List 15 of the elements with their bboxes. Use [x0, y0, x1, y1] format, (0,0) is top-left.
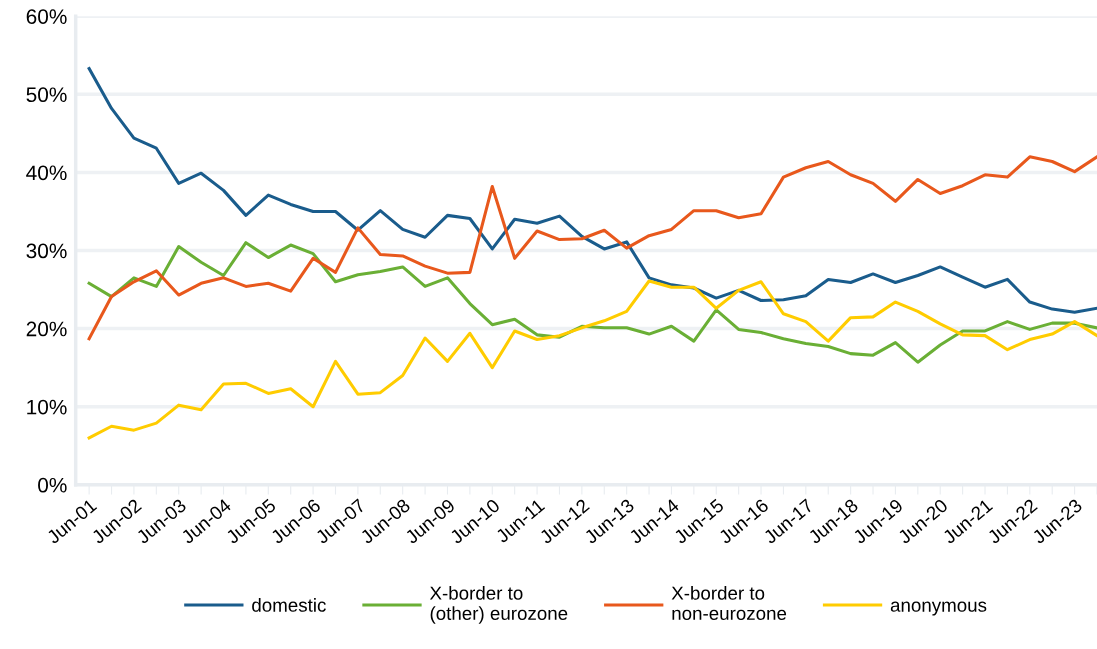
- line-series: [87, 155, 1097, 341]
- y-tick-label: 60%: [26, 9, 67, 24]
- y-tick-label: 20%: [26, 321, 67, 337]
- y-tick-label: 30%: [26, 243, 67, 259]
- line-series: [87, 241, 1097, 364]
- legend-label: anonymous: [890, 601, 987, 616]
- legend-label: domestic: [252, 598, 326, 612]
- legend-label: X-border to (other) eurozone: [429, 586, 568, 624]
- line-series: [87, 67, 1097, 314]
- y-tick-label: 40%: [26, 165, 67, 181]
- y-tick-label: 0%: [38, 477, 67, 493]
- legend-label: X-border to non-eurozone: [671, 586, 787, 620]
- y-tick-label: 10%: [27, 399, 67, 415]
- y-tick-label: 50%: [26, 87, 67, 103]
- line-series: [87, 279, 1097, 440]
